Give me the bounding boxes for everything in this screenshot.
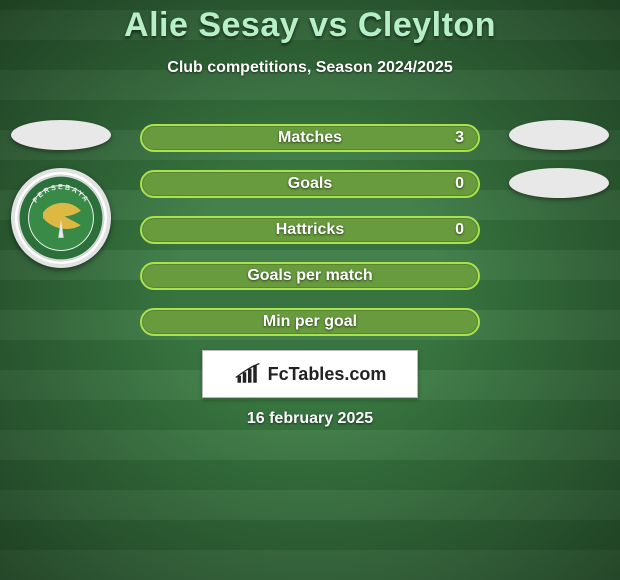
- match-date: 16 february 2025: [247, 410, 373, 428]
- club-badge-left: PERSEBAYA: [11, 168, 111, 268]
- stat-right-value: 3: [455, 129, 464, 147]
- stat-right-value: 0: [455, 175, 464, 193]
- stat-row: Hattricks 0: [140, 216, 480, 244]
- page-title: Alie Sesay vs Cleylton: [0, 6, 620, 45]
- stat-label: Goals per match: [247, 267, 372, 285]
- brand-text: FcTables.com: [268, 364, 387, 385]
- stats-table: Matches 3 Goals 0 Hattricks 0 Goals per …: [140, 124, 480, 336]
- club-crest-icon: PERSEBAYA: [16, 173, 106, 263]
- stat-row: Goals per match: [140, 262, 480, 290]
- page-subtitle: Club competitions, Season 2024/2025: [0, 59, 620, 77]
- brand-box: FcTables.com: [202, 350, 418, 398]
- stat-row: Matches 3: [140, 124, 480, 152]
- bar-chart-icon: [234, 363, 262, 385]
- club-badge-placeholder: [509, 168, 609, 198]
- player-photo-placeholder: [11, 120, 111, 150]
- stat-label: Hattricks: [276, 221, 344, 239]
- infographic-root: Alie Sesay vs Cleylton Club competitions…: [0, 0, 620, 580]
- left-player-area: PERSEBAYA: [6, 120, 116, 268]
- right-player-area: [504, 120, 614, 198]
- stat-row: Min per goal: [140, 308, 480, 336]
- player-photo-placeholder: [509, 120, 609, 150]
- stat-row: Goals 0: [140, 170, 480, 198]
- stat-right-value: 0: [455, 221, 464, 239]
- stat-label: Min per goal: [263, 313, 357, 331]
- stat-label: Matches: [278, 129, 342, 147]
- stat-label: Goals: [288, 175, 332, 193]
